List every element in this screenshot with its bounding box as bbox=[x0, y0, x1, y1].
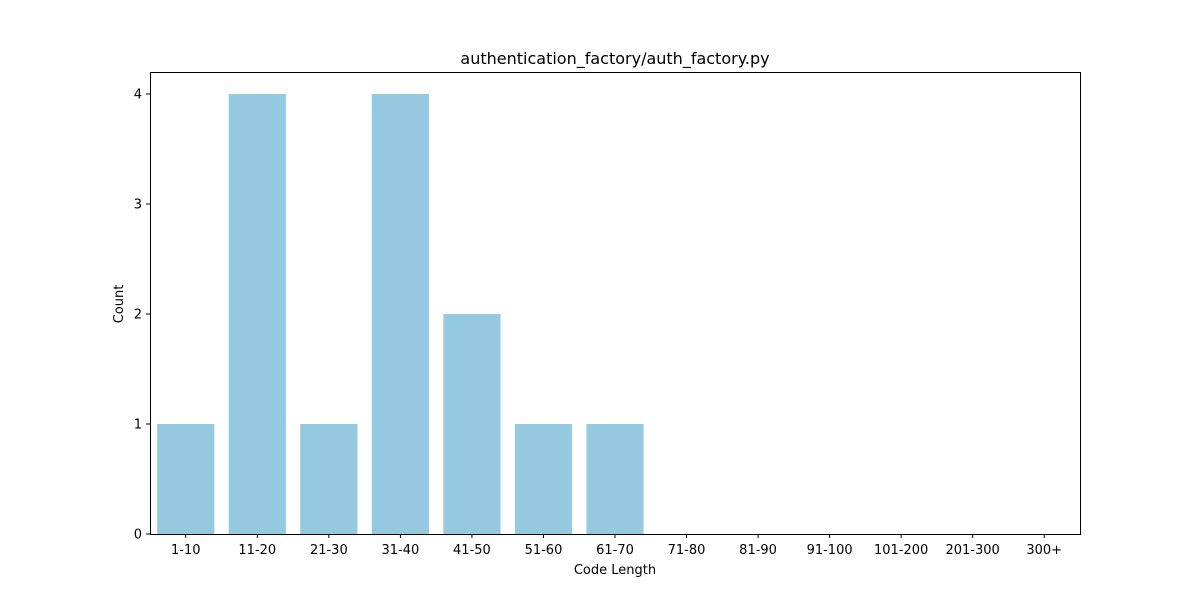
y-axis-label: Count bbox=[112, 285, 127, 324]
y-tick-label: 4 bbox=[134, 88, 142, 103]
x-tick-label: 1-10 bbox=[171, 543, 201, 558]
x-tick-label: 31-40 bbox=[381, 543, 419, 558]
x-tick-label: 61-70 bbox=[596, 543, 634, 558]
y-tick-label: 2 bbox=[134, 308, 142, 323]
x-axis-label: Code Length bbox=[574, 563, 656, 578]
y-axis-ticks: 0 1 2 3 4 bbox=[134, 88, 150, 543]
bar-31-40 bbox=[371, 94, 429, 534]
x-tick-label: 41-50 bbox=[453, 543, 491, 558]
bar-61-70 bbox=[586, 424, 644, 534]
y-tick-label: 0 bbox=[134, 528, 142, 543]
bars-layer bbox=[157, 94, 644, 534]
chart-title: authentication_factory/auth_factory.py bbox=[460, 49, 769, 69]
bar-51-60 bbox=[514, 424, 573, 534]
x-tick-label: 11-20 bbox=[238, 543, 276, 558]
x-tick-label: 101-200 bbox=[874, 543, 928, 558]
x-axis-ticks: 1-10 11-20 21-30 31-40 41-50 51-60 61-70 71-80 8… bbox=[171, 534, 1062, 558]
y-tick-label: 1 bbox=[134, 418, 142, 433]
x-tick-label: 300+ bbox=[1026, 543, 1062, 558]
x-tick-label: 21-30 bbox=[310, 543, 348, 558]
x-tick-label: 201-300 bbox=[946, 543, 1000, 558]
y-tick-label: 3 bbox=[134, 198, 142, 213]
bar-11-20 bbox=[228, 94, 286, 534]
bar-21-30 bbox=[300, 424, 358, 534]
bar-1-10 bbox=[157, 424, 215, 534]
x-tick-label: 91-100 bbox=[807, 543, 853, 558]
x-tick-label: 81-90 bbox=[739, 543, 777, 558]
bar-41-50 bbox=[443, 314, 501, 534]
x-tick-label: 51-60 bbox=[525, 543, 563, 558]
x-tick-label: 71-80 bbox=[668, 543, 706, 558]
